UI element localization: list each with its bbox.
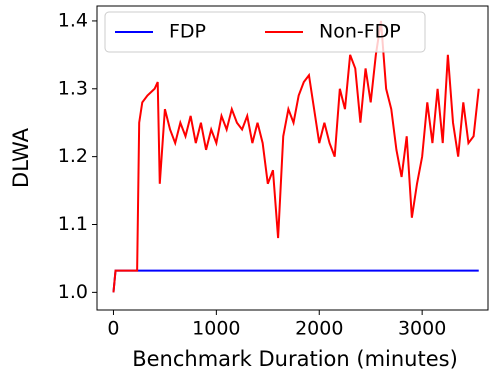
x-tick-label: 0 xyxy=(107,318,119,340)
x-tick-label: 3000 xyxy=(398,318,446,340)
legend-label: FDP xyxy=(169,21,206,43)
x-tick-label: 2000 xyxy=(295,318,343,340)
y-tick-label: 1.3 xyxy=(58,77,88,99)
y-axis-label: DLWA xyxy=(9,127,33,188)
y-tick-label: 1.1 xyxy=(58,213,88,235)
y-tick-label: 1.0 xyxy=(58,281,88,303)
y-tick-label: 1.4 xyxy=(58,9,88,31)
line xyxy=(112,269,479,293)
plot-frame xyxy=(96,5,489,311)
y-tick-label: 1.2 xyxy=(58,145,88,167)
x-tick-label: 1000 xyxy=(192,318,240,340)
x-axis-label: Benchmark Duration (minutes) xyxy=(132,347,458,371)
line xyxy=(112,20,480,293)
legend-label: Non-FDP xyxy=(319,21,401,43)
